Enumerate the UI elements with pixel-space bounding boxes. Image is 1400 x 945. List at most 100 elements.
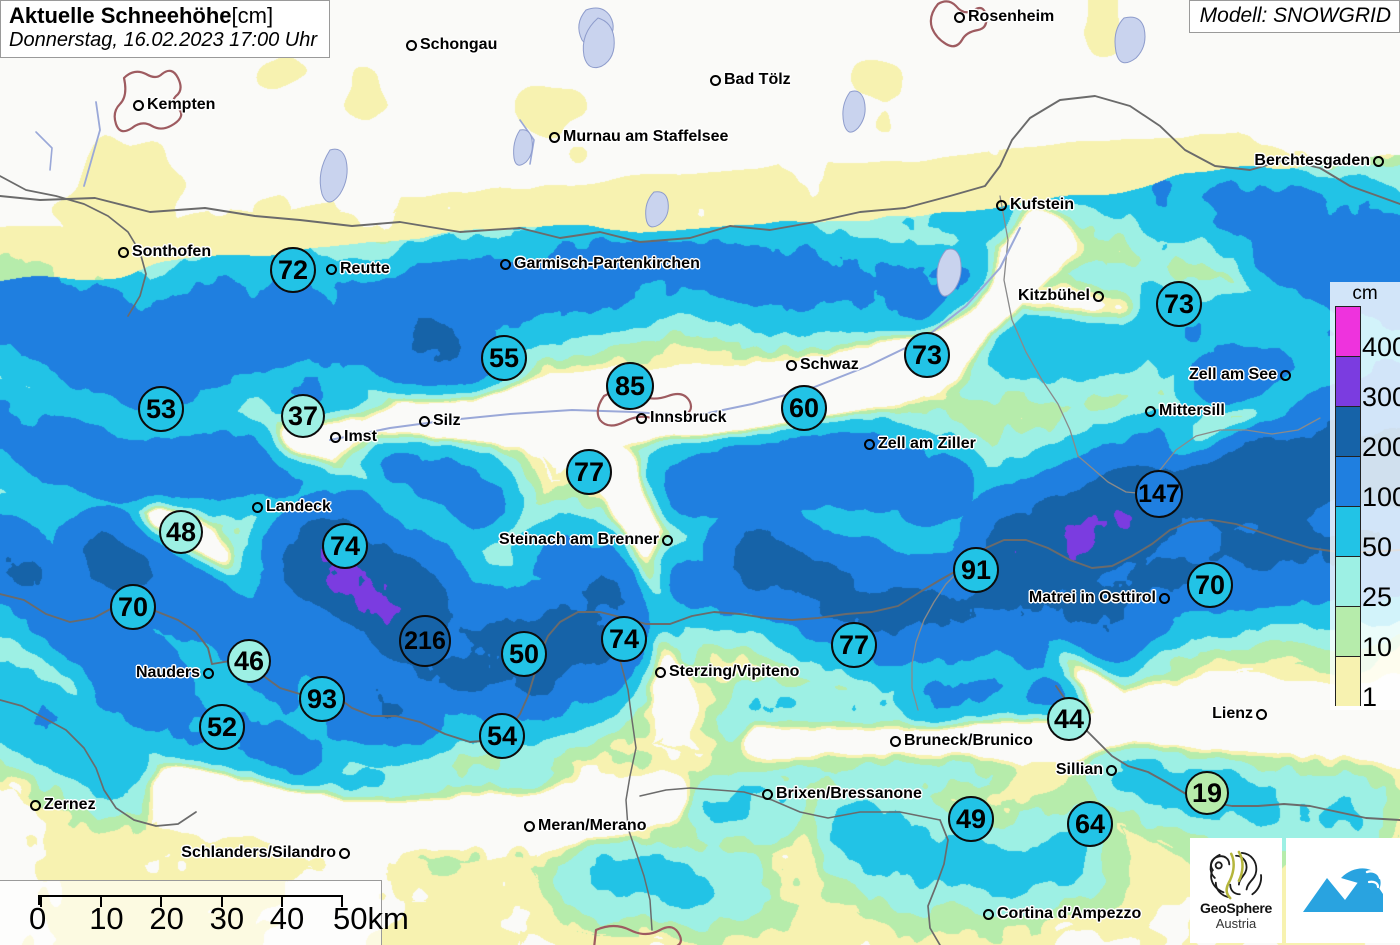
city-marker-dot-icon	[655, 666, 666, 678]
city-marker-dot-icon	[1145, 405, 1156, 417]
page-title-unit: [cm]	[231, 3, 274, 28]
station-marker[interactable]: 19	[1185, 771, 1229, 815]
city-marker-dot-icon	[762, 788, 773, 800]
station-marker[interactable]: 54	[479, 713, 525, 759]
scale-label: 50km	[333, 901, 409, 936]
city-marker-dot-icon	[864, 438, 875, 450]
city-label-text: Schlanders/Silandro	[181, 844, 336, 861]
legend-label-50: 50	[1362, 532, 1393, 562]
city-label-kempten: Kempten	[133, 97, 215, 113]
city-label-imst: Imst	[330, 429, 377, 445]
city-label-text: Schwaz	[800, 356, 859, 373]
legend-label-25: 25	[1362, 582, 1393, 612]
scale-label: 20	[149, 901, 184, 936]
city-label-text: Meran/Merano	[538, 817, 647, 834]
geosphere-logo-line2: Austria	[1215, 915, 1257, 931]
scale-tick	[160, 897, 163, 907]
station-marker[interactable]: 44	[1047, 697, 1091, 741]
station-marker[interactable]: 77	[566, 449, 612, 495]
city-label-text: Schongau	[420, 36, 498, 53]
city-marker-dot-icon	[118, 246, 129, 258]
legend-band-400	[1335, 306, 1361, 356]
station-marker[interactable]: 74	[601, 616, 647, 662]
station-marker[interactable]: 77	[831, 622, 877, 668]
station-marker[interactable]: 64	[1067, 801, 1113, 847]
station-marker[interactable]: 74	[322, 523, 368, 569]
station-marker[interactable]: 73	[1156, 281, 1202, 327]
legend-color-strip: 400 300 200 100 50 25 10 1	[1335, 306, 1400, 711]
geosphere-logo-line1: GeoSphere	[1200, 900, 1272, 917]
legend-band-300	[1335, 356, 1361, 406]
city-label-murnau-am-staffelsee: Murnau am Staffelsee	[549, 129, 728, 145]
city-label-kitzb-hel: Kitzbühel	[1018, 288, 1104, 304]
secondary-logo	[1286, 838, 1400, 943]
station-marker[interactable]: 70	[110, 584, 156, 630]
station-marker[interactable]: 73	[904, 332, 950, 378]
station-marker[interactable]: 52	[199, 704, 245, 750]
legend-unit-label: cm	[1352, 283, 1378, 304]
legend-band-25	[1335, 556, 1361, 606]
city-marker-dot-icon	[524, 820, 535, 832]
city-marker-dot-icon	[133, 99, 144, 111]
city-marker-dot-icon	[1256, 708, 1267, 720]
city-label-schlanders-silandro: Schlanders/Silandro	[181, 845, 350, 861]
city-marker-dot-icon	[549, 131, 560, 143]
station-marker[interactable]: 60	[781, 385, 827, 431]
city-label-cortina-d-ampezzo: Cortina d'Ampezzo	[983, 906, 1141, 922]
legend-label-1: 1	[1362, 682, 1378, 712]
scale-label: 40	[269, 901, 305, 936]
city-marker-dot-icon	[406, 39, 417, 51]
station-marker[interactable]: 48	[159, 510, 203, 554]
city-marker-dot-icon	[252, 501, 263, 513]
city-label-bruneck-brunico: Bruneck/Brunico	[890, 733, 1033, 749]
station-marker[interactable]: 91	[953, 547, 999, 593]
station-marker[interactable]: 49	[948, 796, 994, 842]
city-label-text: Berchtesgaden	[1254, 152, 1370, 169]
city-label-garmisch-partenkirchen: Garmisch-Partenkirchen	[500, 256, 700, 272]
station-marker[interactable]: 147	[1135, 470, 1183, 518]
city-label-text: Rosenheim	[968, 8, 1055, 25]
city-label-rosenheim: Rosenheim	[954, 9, 1054, 25]
city-label-text: Bad Tölz	[724, 71, 791, 88]
scale-tick	[220, 897, 223, 907]
city-marker-dot-icon	[1280, 369, 1291, 381]
city-marker-dot-icon	[954, 11, 965, 23]
city-label-lienz: Lienz	[1212, 706, 1267, 722]
station-marker[interactable]: 85	[606, 362, 654, 410]
scale-tick	[280, 897, 283, 907]
city-label-text: Zell am Ziller	[878, 435, 976, 452]
city-label-text: Imst	[344, 428, 377, 445]
city-label-text: Steinach am Brenner	[498, 531, 659, 548]
city-label-steinach-am-brenner: Steinach am Brenner	[499, 532, 673, 548]
station-marker[interactable]: 93	[299, 676, 345, 722]
city-label-text: Garmisch-Partenkirchen	[514, 255, 700, 272]
station-marker[interactable]: 72	[270, 247, 316, 293]
city-label-brixen-bressanone: Brixen/Bressanone	[762, 786, 922, 802]
city-label-text: Silz	[433, 412, 461, 429]
city-marker-dot-icon	[890, 735, 901, 747]
city-marker-dot-icon	[339, 847, 350, 859]
city-label-sillian: Sillian	[1056, 762, 1117, 778]
city-label-berchtesgaden: Berchtesgaden	[1254, 153, 1384, 169]
city-label-text: Kitzbühel	[1018, 287, 1090, 304]
city-marker-dot-icon	[1106, 764, 1117, 776]
station-marker[interactable]: 70	[1187, 562, 1233, 608]
station-marker[interactable]: 50	[501, 631, 547, 677]
city-label-text: Kempten	[147, 96, 216, 113]
city-label-text: Mittersill	[1159, 402, 1225, 419]
scale-label: 0	[29, 901, 47, 936]
city-label-kufstein: Kufstein	[996, 197, 1074, 213]
city-marker-dot-icon	[1159, 592, 1170, 604]
station-marker[interactable]: 216	[399, 615, 451, 667]
city-label-meran-merano: Meran/Merano	[524, 818, 646, 834]
station-marker[interactable]: 55	[481, 335, 527, 381]
legend-label-400: 400	[1362, 332, 1400, 362]
city-label-text: Matrei in Osttirol	[1028, 589, 1156, 606]
scale-label: 10	[89, 901, 124, 936]
scale-tick	[341, 897, 343, 907]
station-marker[interactable]: 46	[227, 639, 271, 683]
station-marker[interactable]: 37	[281, 394, 325, 438]
city-label-silz: Silz	[419, 413, 461, 429]
station-marker[interactable]: 53	[138, 386, 184, 432]
